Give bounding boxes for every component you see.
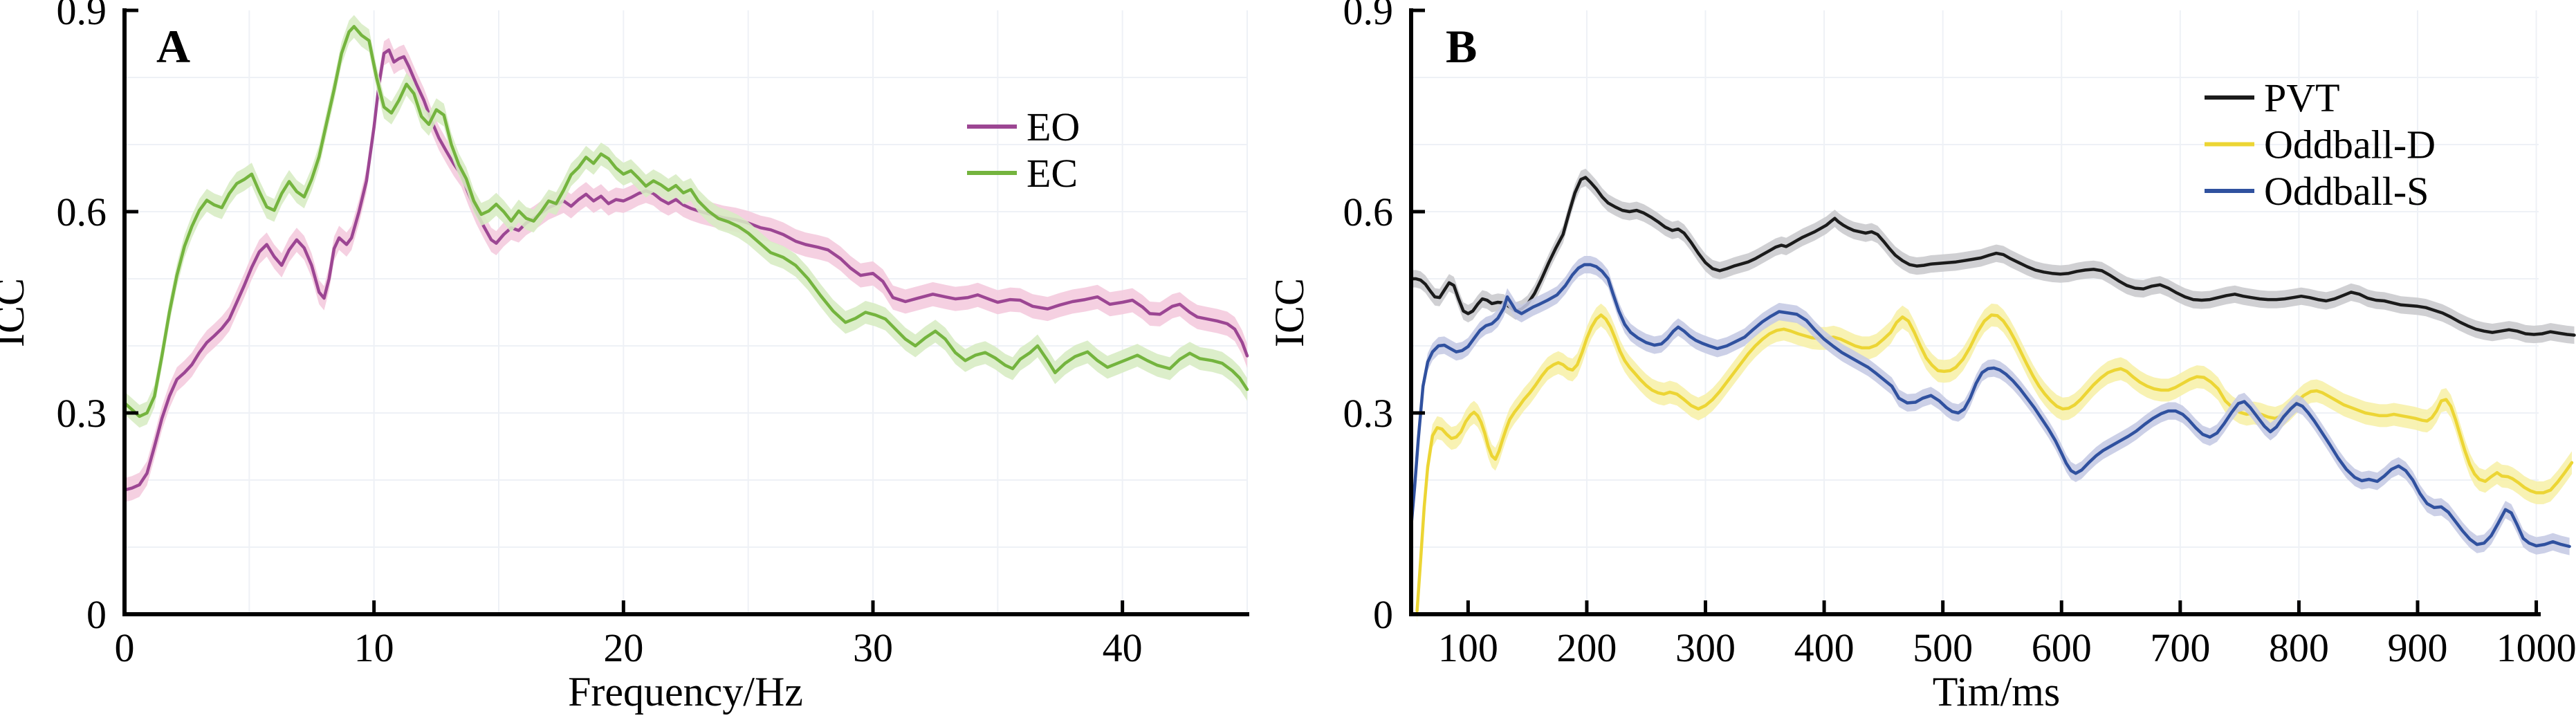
panel-B-series-Oddball-D (1415, 303, 2574, 623)
x-tick-label-800: 800 (2269, 625, 2329, 670)
series-EC-line (122, 25, 1249, 418)
x-tick-label-900: 900 (2387, 625, 2447, 670)
legend-label-EO: EO (1027, 104, 1080, 149)
panel-A-series-EO (122, 37, 1249, 503)
y-tick-label-0.6: 0.6 (57, 190, 107, 234)
legend-label-Oddball-S: Oddball-S (2264, 169, 2429, 214)
panel-A-ticks (122, 8, 1125, 616)
x-tick-label-1000: 1000 (2496, 625, 2576, 670)
legend-label-EC: EC (1027, 151, 1078, 196)
y-tick-label-0: 0 (86, 592, 107, 637)
y-tick-label-0.3: 0.3 (1343, 391, 1394, 436)
panel-B-ticks (1411, 8, 2539, 616)
panel-letter-A: A (156, 20, 190, 73)
legend-label-PVT: PVT (2264, 75, 2340, 120)
y-tick-label-0: 0 (1373, 592, 1393, 637)
panel-B-x-axis-label: Tim/ms (1933, 669, 2061, 715)
x-tick-label-200: 200 (1556, 625, 1617, 670)
panel-A-axes (122, 8, 1249, 616)
x-tick-label-700: 700 (2150, 625, 2210, 670)
panel-A-series-EC (122, 15, 1249, 428)
panel-A-y-axis-label: ICC (0, 278, 33, 347)
legend-item-EO: EO (967, 104, 1080, 149)
x-tick-label-300: 300 (1675, 625, 1736, 670)
x-tick-label-500: 500 (1913, 625, 1973, 670)
legend-item-PVT: PVT (2205, 75, 2340, 120)
y-tick-label-0.9: 0.9 (1343, 0, 1394, 33)
x-tick-label-40: 40 (1103, 625, 1143, 670)
x-tick-label-10: 10 (354, 625, 394, 670)
x-tick-label-30: 30 (853, 625, 893, 670)
panel-B-y-axis-label: ICC (1267, 278, 1312, 347)
y-tick-label-0.6: 0.6 (1343, 190, 1394, 234)
panel-B-series-Oddball-S (1409, 256, 2571, 555)
x-tick-label-600: 600 (2032, 625, 2092, 670)
x-tick-label-100: 100 (1438, 625, 1498, 670)
legend-label-Oddball-D: Oddball-D (2264, 122, 2436, 167)
series-EO-line (122, 48, 1249, 492)
panel-B-series-PVT (1409, 168, 2576, 344)
panel-A-x-axis-label: Frequency/Hz (568, 669, 803, 715)
series-Oddball-D-line (1415, 313, 2574, 613)
x-tick-label-20: 20 (603, 625, 643, 670)
series-Oddball-S-confidence-band (1411, 256, 2570, 555)
legend-item-Oddball-D: Oddball-D (2205, 122, 2436, 167)
y-tick-label-0.3: 0.3 (57, 391, 107, 436)
y-tick-label-0.9: 0.9 (57, 0, 107, 33)
x-tick-label-400: 400 (1794, 625, 1855, 670)
panel-A-tick-labels: 0 10 20 30 40 0 0.3 0.6 0.9 (57, 0, 1143, 670)
series-Oddball-S-line (1409, 263, 2571, 549)
panel-B: 100 200 300 400 500 600 700 800 900 1000 0 0.3 0.6 0.… (1267, 0, 2576, 715)
x-tick-label-0: 0 (115, 625, 135, 670)
panel-letter-B: B (1446, 20, 1477, 73)
series-PVT-line (1409, 176, 2576, 337)
legend-item-Oddball-S: Oddball-S (2205, 169, 2429, 214)
legend-item-EC: EC (967, 151, 1078, 196)
panel-B-tick-labels: 100 200 300 400 500 600 700 800 900 1000 0 0.3 0.6 0.… (1343, 0, 2576, 670)
panel-B-axes (1409, 8, 2541, 616)
